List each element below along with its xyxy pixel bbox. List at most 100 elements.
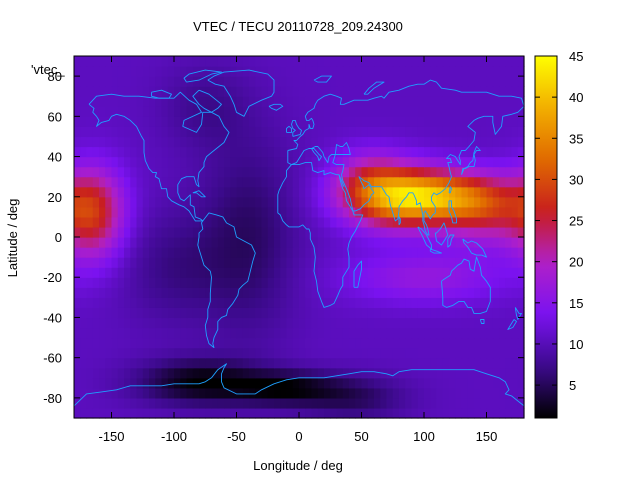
heatmap-cell xyxy=(324,96,331,107)
heatmap-cell xyxy=(355,347,363,359)
heatmap-cell xyxy=(311,66,319,77)
heatmap-cell xyxy=(386,186,394,198)
heatmap-cell xyxy=(155,347,163,359)
heatmap-cell xyxy=(461,407,469,419)
heatmap-cell xyxy=(130,216,138,228)
heatmap-cell xyxy=(192,407,200,419)
heatmap-cell xyxy=(199,136,206,148)
heatmap-cell xyxy=(336,337,344,349)
heatmap-cell xyxy=(442,377,450,389)
heatmap-cell xyxy=(292,267,300,278)
heatmap-cell xyxy=(174,357,181,369)
heatmap-cell xyxy=(149,387,156,399)
heatmap-cell xyxy=(99,106,106,117)
heatmap-cell xyxy=(130,367,138,379)
heatmap-cell xyxy=(74,387,81,399)
heatmap-cell xyxy=(355,176,363,188)
heatmap-cell xyxy=(80,337,88,349)
heatmap-cell xyxy=(361,407,369,419)
heatmap-cell xyxy=(474,216,481,228)
heatmap-cell xyxy=(517,206,525,218)
heatmap-cell xyxy=(417,287,425,298)
heatmap-cell xyxy=(392,76,400,87)
heatmap-cell xyxy=(205,206,213,218)
heatmap-cell xyxy=(305,126,313,138)
heatmap-cell xyxy=(192,166,200,178)
heatmap-cell xyxy=(486,387,494,399)
heatmap-cell xyxy=(117,56,125,67)
heatmap-cell xyxy=(474,166,481,178)
heatmap-cell xyxy=(86,146,94,158)
heatmap-cell xyxy=(474,196,481,208)
coastline-taiwan xyxy=(448,186,452,194)
heatmap-cell xyxy=(267,387,275,399)
heatmap-cell xyxy=(236,237,244,248)
heatmap-cell xyxy=(224,96,231,107)
heatmap-cell xyxy=(392,357,400,369)
heatmap-cell xyxy=(311,196,319,208)
heatmap-cell xyxy=(436,136,444,148)
heatmap-cell xyxy=(342,387,350,399)
heatmap-cell xyxy=(261,317,269,329)
heatmap-cell xyxy=(280,206,288,218)
heatmap-cell xyxy=(186,357,194,369)
heatmap-cell xyxy=(74,56,81,67)
heatmap-cell xyxy=(349,237,356,248)
heatmap-cell xyxy=(217,277,225,288)
heatmap-cell xyxy=(124,126,131,138)
heatmap-cell xyxy=(136,66,144,77)
heatmap-cell xyxy=(411,257,419,268)
heatmap-cell xyxy=(317,146,325,158)
heatmap-cell xyxy=(424,307,431,319)
heatmap-cell xyxy=(230,347,238,359)
heatmap-cell xyxy=(405,277,413,288)
heatmap-cell xyxy=(355,257,363,268)
heatmap-cell xyxy=(136,136,144,148)
heatmap-cell xyxy=(230,126,238,138)
heatmap-cell xyxy=(336,216,344,228)
heatmap-cell xyxy=(499,176,506,188)
heatmap-cell xyxy=(480,116,488,127)
heatmap-cell xyxy=(492,56,500,67)
heatmap-cell xyxy=(124,317,131,329)
heatmap-cell xyxy=(380,216,388,228)
heatmap-cell xyxy=(511,327,519,339)
heatmap-cell xyxy=(480,397,488,409)
heatmap-cell xyxy=(274,96,281,107)
heatmap-cell xyxy=(386,267,394,278)
heatmap-cell xyxy=(299,297,306,308)
heatmap-cell xyxy=(461,66,469,77)
heatmap-cell xyxy=(292,226,300,238)
heatmap-cell xyxy=(386,317,394,329)
heatmap-cell xyxy=(517,96,525,107)
heatmap-cell xyxy=(336,156,344,168)
heatmap-cell xyxy=(174,377,181,389)
heatmap-cell xyxy=(230,76,238,87)
y-tick-label: -60 xyxy=(43,351,62,366)
heatmap-cell xyxy=(242,317,250,329)
heatmap-cell xyxy=(217,156,225,168)
heatmap-cell xyxy=(499,66,506,77)
heatmap-cell xyxy=(255,156,263,168)
heatmap-cell xyxy=(411,156,419,168)
heatmap-cell xyxy=(499,166,506,178)
heatmap-cell xyxy=(349,56,356,67)
heatmap-cell xyxy=(449,397,456,409)
heatmap-cell xyxy=(436,257,444,268)
heatmap-cell xyxy=(217,66,225,77)
heatmap-cell xyxy=(486,176,494,188)
heatmap-cell xyxy=(267,206,275,218)
heatmap-cell xyxy=(174,126,181,138)
heatmap-cell xyxy=(161,76,169,87)
heatmap-cell xyxy=(192,156,200,168)
heatmap-cell xyxy=(117,357,125,369)
heatmap-cell xyxy=(461,56,469,67)
heatmap-cell xyxy=(474,146,481,158)
heatmap-cell xyxy=(355,186,363,198)
heatmap-cell xyxy=(149,176,156,188)
heatmap-cell xyxy=(480,247,488,258)
heatmap-cell xyxy=(305,287,313,298)
heatmap-cell xyxy=(455,237,463,248)
heatmap-cell xyxy=(130,96,138,107)
heatmap-cell xyxy=(130,347,138,359)
